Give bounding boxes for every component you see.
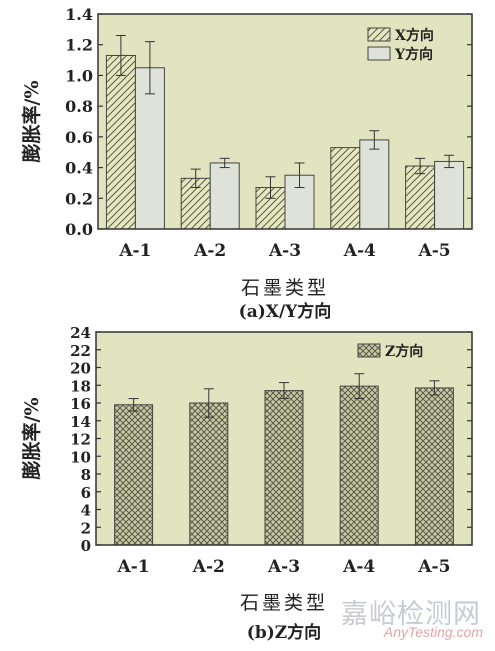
legend-label: Z方向	[385, 343, 423, 360]
caption: (a)X/Y方向	[239, 301, 332, 322]
chart-a: 0.0 0.2 0.4 0.6 0.8 1.0 1.2 1.4 A-1 A-2 A-3 A-4 A-5 X…	[20, 5, 473, 322]
legend-swatch	[367, 46, 391, 61]
y-tick-label: 2	[81, 519, 91, 537]
x-axis-label: 石墨类型	[240, 592, 328, 614]
y-tick-label: 20	[70, 360, 91, 378]
y-tick-label: 24	[70, 324, 91, 342]
y-tick-label: 0.2	[65, 189, 93, 208]
x-tick-label: A-1	[118, 241, 151, 261]
y-tick-label: 0.4	[65, 159, 93, 178]
x-tick-label: A-2	[192, 557, 225, 577]
legend-swatch	[367, 27, 391, 42]
y-tick-label: 12	[70, 431, 91, 449]
bar	[359, 139, 390, 230]
x-axis-label: 石墨类型	[241, 277, 329, 299]
bar	[114, 404, 154, 546]
x-tick-label: A-4	[343, 241, 376, 261]
y-tick-label: 0.0	[65, 220, 93, 239]
caption: (b)Z方向	[247, 622, 321, 643]
y-axis-label: 膨胀率/%	[20, 398, 43, 481]
plot-frame	[97, 13, 473, 230]
y-tick-label: 1.2	[65, 36, 93, 55]
legend-swatch	[357, 343, 381, 358]
y-tick-label: 14	[70, 413, 91, 431]
x-tick-label: A-2	[193, 241, 226, 261]
x-tick-label: A-4	[342, 557, 375, 577]
y-tick-label: 22	[70, 342, 91, 360]
x-tick-label: A-3	[267, 557, 300, 577]
bar	[264, 390, 304, 546]
bar	[405, 165, 436, 230]
legend-label: Y方向	[394, 46, 433, 63]
bar	[434, 160, 465, 230]
x-tick-label: A-5	[418, 241, 451, 261]
y-axis-label: 膨胀率/%	[20, 81, 43, 164]
bar	[105, 54, 136, 230]
y-tick-label: 0.6	[65, 128, 93, 147]
bar	[209, 162, 240, 230]
legend-label: X方向	[395, 27, 434, 44]
bar	[414, 387, 454, 546]
x-tick-label: A-5	[417, 557, 450, 577]
y-tick-label: 6	[81, 484, 91, 502]
y-tick-label: 0	[81, 537, 91, 555]
y-tick-label: 1.0	[65, 66, 93, 85]
bar	[134, 67, 165, 230]
y-tick-label: 8	[81, 466, 91, 484]
y-tick-label: 1.4	[65, 5, 93, 24]
watermark-url: AnyTesting.com	[383, 624, 483, 640]
y-tick-label: 0.8	[65, 97, 93, 116]
y-tick-label: 16	[70, 395, 91, 413]
x-tick-label: A-3	[268, 241, 301, 261]
bar	[189, 402, 229, 546]
y-tick-label: 18	[70, 377, 91, 395]
y-tick-label: 4	[81, 502, 91, 520]
bar	[339, 385, 379, 546]
y-tick-label: 10	[70, 448, 91, 466]
x-tick-label: A-1	[117, 557, 150, 577]
watermark-text: 嘉峪检测网	[341, 599, 481, 630]
bar	[330, 147, 361, 230]
plot-frame	[95, 331, 473, 546]
